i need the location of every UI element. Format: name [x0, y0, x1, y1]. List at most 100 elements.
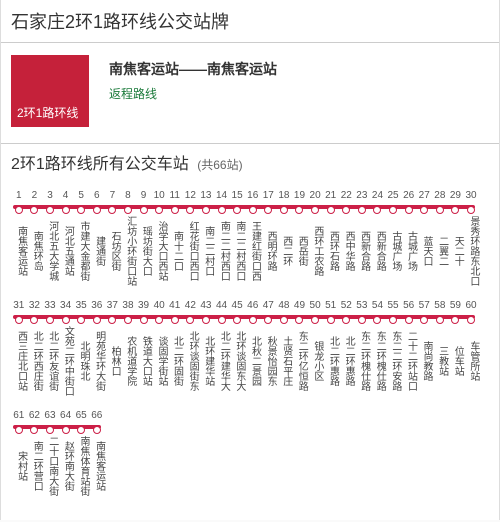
- stop-labels: 宋村站南二环营口二十口南大街赵环南大街南焦体育站街南焦客运站: [11, 436, 489, 496]
- stop-label[interactable]: 南十二口: [167, 216, 183, 286]
- stop-label[interactable]: 北二环建华大: [214, 326, 230, 396]
- stop-label[interactable]: 柏林口: [105, 326, 121, 396]
- stop-dot: [89, 202, 105, 216]
- stop-label[interactable]: 赵环南大街: [58, 436, 74, 496]
- stop-label[interactable]: 王建红街口西: [245, 216, 261, 286]
- stop-dot: [11, 422, 27, 436]
- stop-label[interactable]: 宋村站: [11, 436, 27, 496]
- stop-label[interactable]: 市建大金都街: [73, 216, 89, 286]
- stop-number: 31: [11, 300, 27, 311]
- stop-label[interactable]: 北环谈固街东: [183, 326, 199, 396]
- stop-label[interactable]: 西新合路: [354, 216, 370, 286]
- stop-label[interactable]: 治学大口西站: [151, 216, 167, 286]
- stop-label[interactable]: 南焦客运站: [89, 436, 105, 496]
- stop-label[interactable]: 西环工农路: [307, 216, 323, 286]
- stop-dot: [198, 312, 214, 326]
- stop-label[interactable]: 北二环固街: [167, 326, 183, 396]
- stop-dot: [463, 202, 479, 216]
- stop-number: 17: [261, 190, 277, 201]
- stop-label[interactable]: 车管所站: [463, 326, 479, 396]
- stop-label[interactable]: 蓝天口: [416, 216, 432, 286]
- stop-label[interactable]: 西环石路: [323, 216, 339, 286]
- stop-label[interactable]: 铁道大口站: [136, 326, 152, 396]
- stop-label[interactable]: 南二环营口: [27, 436, 43, 496]
- stop-label[interactable]: 农机道学院: [120, 326, 136, 396]
- stop-dot: [385, 312, 401, 326]
- stop-label[interactable]: 汇坊小环街口站: [120, 216, 136, 286]
- stop-label[interactable]: 天二十: [448, 216, 464, 286]
- stop-label[interactable]: 北环谈固东大: [229, 326, 245, 396]
- stop-label[interactable]: 西明环路: [261, 216, 277, 286]
- stop-number: 37: [105, 300, 121, 311]
- stop-dot: [323, 312, 339, 326]
- stop-label[interactable]: 二十口南大街: [42, 436, 58, 496]
- stop-label[interactable]: 石坊区街: [105, 216, 121, 286]
- stop-label[interactable]: 南尚教路: [416, 326, 432, 396]
- stop-label[interactable]: 红花街口西口: [183, 216, 199, 286]
- stop-label[interactable]: 位车站: [448, 326, 464, 396]
- stop-label[interactable]: 秋景怡园东: [261, 326, 277, 396]
- stop-label[interactable]: 古城广场: [385, 216, 401, 286]
- stop-label[interactable]: 谈固学街站: [151, 326, 167, 396]
- stop-label[interactable]: 西新合路: [370, 216, 386, 286]
- stop-label[interactable]: 西二环: [276, 216, 292, 286]
- stop-label[interactable]: 二翼二: [432, 216, 448, 286]
- return-route-link[interactable]: 返程路线: [109, 87, 157, 101]
- stop-number: 43: [198, 300, 214, 311]
- stop-dot: [307, 202, 323, 216]
- stops-area: 1234567891011121314151617181920212223242…: [1, 180, 499, 520]
- stop-label[interactable]: 南焦客运站: [11, 216, 27, 286]
- route-name: 南焦客运站——南焦客运站: [109, 59, 489, 79]
- stop-dot: [323, 202, 339, 216]
- stop-number: 15: [229, 190, 245, 201]
- stop-number: 2: [27, 190, 43, 201]
- stop-label[interactable]: 河北五大学城: [42, 216, 58, 286]
- stop-label[interactable]: 北二环西庄街: [27, 326, 43, 396]
- stop-label[interactable]: 西岳街: [292, 216, 308, 286]
- stop-label[interactable]: 北二环惠路: [338, 326, 354, 396]
- stop-number: 49: [292, 300, 308, 311]
- stop-label[interactable]: 北明珠北: [73, 326, 89, 396]
- stop-label[interactable]: 南焦环岛: [27, 216, 43, 286]
- stop-label[interactable]: 东二环槐仕路: [370, 326, 386, 396]
- stop-label[interactable]: 北秋二景园: [245, 326, 261, 396]
- stop-label[interactable]: 东二环亿恒路: [292, 326, 308, 396]
- stop-number: 27: [416, 190, 432, 201]
- stop-label[interactable]: 南二二村西口: [229, 216, 245, 286]
- stop-label[interactable]: 东二环槐仕路: [354, 326, 370, 396]
- stop-label[interactable]: 北环建华站: [198, 326, 214, 396]
- stop-label[interactable]: 南二二村口: [198, 216, 214, 286]
- stop-label[interactable]: 银龙小区: [307, 326, 323, 396]
- stop-label[interactable]: 土贤石平庄: [276, 326, 292, 396]
- stop-label[interactable]: 南焦体育站街: [73, 436, 89, 496]
- stop-label[interactable]: 二十二环站口: [401, 326, 417, 396]
- stop-number: 9: [136, 190, 152, 201]
- stop-label[interactable]: 古城广场: [401, 216, 417, 286]
- stop-label[interactable]: 三教站: [432, 326, 448, 396]
- stop-label[interactable]: 东二二环安路: [385, 326, 401, 396]
- stop-label[interactable]: 景秀环路东北口: [463, 216, 479, 286]
- stop-label[interactable]: 北二环友谊街: [42, 326, 58, 396]
- stop-number: 33: [42, 300, 58, 311]
- stop-number: 65: [73, 410, 89, 421]
- stop-label[interactable]: 明苑华环大街: [89, 326, 105, 396]
- stop-number: 16: [245, 190, 261, 201]
- stop-label[interactable]: 文苑二环中街口: [58, 326, 74, 396]
- stop-number: 46: [245, 300, 261, 311]
- stop-number: 25: [385, 190, 401, 201]
- route-line: [11, 312, 489, 322]
- stop-label[interactable]: 南二二村西口: [214, 216, 230, 286]
- stop-dot: [338, 312, 354, 326]
- stop-number: 26: [401, 190, 417, 201]
- stop-number: 3: [42, 190, 58, 201]
- stop-number: 13: [198, 190, 214, 201]
- stop-label[interactable]: 河北五通站: [58, 216, 74, 286]
- stop-label[interactable]: 西三庄北口站: [11, 326, 27, 396]
- stop-label[interactable]: 瑶坊街大口: [136, 216, 152, 286]
- stop-number: 52: [338, 300, 354, 311]
- stop-label[interactable]: 北二环惠路: [323, 326, 339, 396]
- stop-number: 47: [261, 300, 277, 311]
- stop-label[interactable]: 西中华路: [338, 216, 354, 286]
- stop-label[interactable]: 建通街: [89, 216, 105, 286]
- stop-number: 57: [416, 300, 432, 311]
